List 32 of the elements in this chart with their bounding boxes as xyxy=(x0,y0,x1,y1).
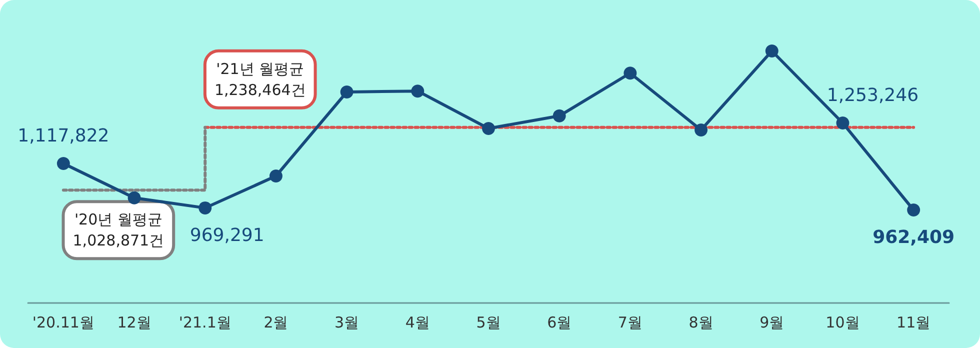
point xyxy=(340,85,354,98)
data-label: 1,253,246 xyxy=(826,85,919,106)
x-tick-label: 4월 xyxy=(405,314,430,332)
x-tick-label: 12월 xyxy=(117,314,152,332)
x-tick-label: 6월 xyxy=(547,314,572,332)
point xyxy=(836,116,850,130)
x-tick-label: 8월 xyxy=(688,314,714,332)
point xyxy=(128,191,141,204)
annotation: '21년 월평균 1,238,464건 xyxy=(214,60,306,99)
annotation: '20년 월평균 1,028,871건 xyxy=(72,210,164,250)
x-tick-label: 11월 xyxy=(896,314,931,332)
data-label: 1,117,822 xyxy=(18,126,110,147)
x-tick-label: 7월 xyxy=(618,314,642,332)
point xyxy=(552,109,566,122)
point xyxy=(269,170,282,183)
point xyxy=(765,44,778,58)
x-tick-label: 10월 xyxy=(826,314,860,332)
x-tick-label: '20.11월 xyxy=(32,314,94,332)
point xyxy=(624,66,637,80)
data-label: 969,291 xyxy=(190,224,264,246)
point xyxy=(198,201,212,214)
data-label: 962,409 xyxy=(872,227,955,248)
x-tick-label: 2월 xyxy=(264,314,288,332)
point xyxy=(694,123,708,136)
point xyxy=(482,122,495,135)
point xyxy=(907,204,920,216)
point xyxy=(56,157,70,170)
x-tick-label: 5월 xyxy=(476,314,501,332)
x-tick-label: 9월 xyxy=(760,314,784,332)
x-tick-label: '21.1월 xyxy=(178,314,232,332)
x-tick-label: 3월 xyxy=(334,314,360,332)
point xyxy=(411,84,424,98)
